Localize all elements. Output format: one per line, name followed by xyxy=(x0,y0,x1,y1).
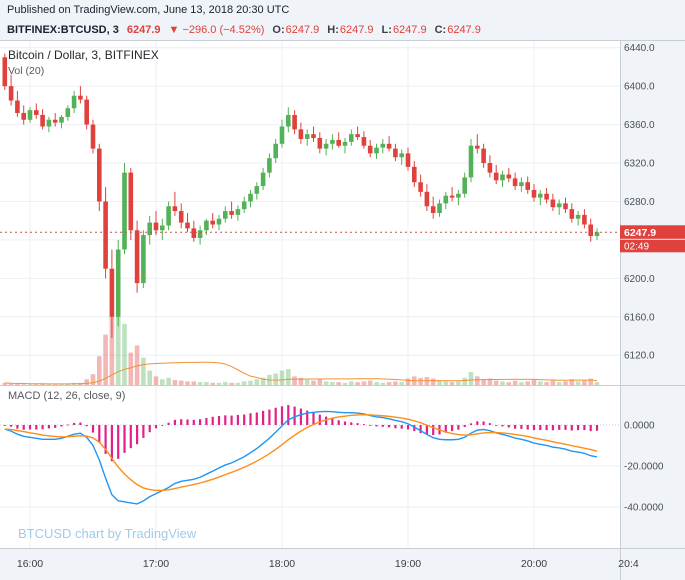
last-price-value: 6247.9 xyxy=(126,24,161,36)
published-text: Published on TradingView.com, June 13, 2… xyxy=(7,4,290,16)
ohlc-high: H:6247.9 xyxy=(327,24,374,36)
svg-text:19:00: 19:00 xyxy=(395,558,421,570)
svg-text:6440.0: 6440.0 xyxy=(624,43,655,54)
ohlc-low: L:6247.9 xyxy=(381,24,427,36)
svg-text:16:00: 16:00 xyxy=(17,558,43,570)
symbol-bar: BITFINEX:BTCUSD, 3 6247.9 ▼ −296.0 (−4.5… xyxy=(0,20,685,40)
svg-text:6160.0: 6160.0 xyxy=(624,312,655,323)
published-bar: Published on TradingView.com, June 13, 2… xyxy=(0,0,685,20)
svg-text:6400.0: 6400.0 xyxy=(624,82,655,93)
svg-text:-20.0000: -20.0000 xyxy=(624,461,664,472)
candles-layer xyxy=(2,53,600,338)
main-pane-legend: Bitcoin / Dollar, 3, BITFINEX xyxy=(8,48,159,62)
svg-text:-40.0000: -40.0000 xyxy=(624,502,664,513)
svg-text:02:49: 02:49 xyxy=(624,241,649,252)
macd-axis[interactable]: 0.0000 -20.0000 -40.0000 xyxy=(624,420,664,513)
tradingview-watermark-link[interactable]: BTCUSD chart by TradingView xyxy=(18,526,197,541)
gridlines xyxy=(0,40,620,548)
svg-text:6360.0: 6360.0 xyxy=(624,120,655,131)
volume-bars xyxy=(2,313,600,385)
svg-text:17:00: 17:00 xyxy=(143,558,169,570)
svg-text:0.0000: 0.0000 xyxy=(624,420,655,431)
svg-text:6280.0: 6280.0 xyxy=(624,197,655,208)
volume-ma-line xyxy=(4,361,598,385)
price-axis[interactable]: 6120.0 6160.0 6200.0 6280.0 6320.0 6360.0 6400… xyxy=(624,43,655,362)
svg-text:6120.0: 6120.0 xyxy=(624,351,655,362)
macd-histogram xyxy=(3,405,599,462)
svg-text:6200.0: 6200.0 xyxy=(624,274,655,285)
svg-text:6320.0: 6320.0 xyxy=(624,159,655,170)
chart-canvas[interactable]: 6120.0 6160.0 6200.0 6280.0 6320.0 6360.0 6400… xyxy=(0,40,685,580)
chart-area[interactable]: 6120.0 6160.0 6200.0 6280.0 6320.0 6360.0 6400… xyxy=(0,40,685,580)
svg-text:20:00: 20:00 xyxy=(521,558,547,570)
macd-signal-line xyxy=(4,414,598,492)
price-change: ▼ −296.0 (−4.52%) xyxy=(168,24,265,36)
svg-text:20:4: 20:4 xyxy=(618,558,639,570)
volume-legend: Vol (20) xyxy=(8,65,45,77)
svg-text:18:00: 18:00 xyxy=(269,558,295,570)
symbol-title: BITFINEX:BTCUSD, 3 xyxy=(7,24,119,36)
last-price-badge: 6247.9 02:49 xyxy=(620,225,685,253)
macd-legend: MACD (12, 26, close, 9) xyxy=(8,390,126,402)
time-axis[interactable]: 16:00 17:00 18:00 19:00 20:00 20:4 xyxy=(17,558,639,570)
ohlc-close: C:6247.9 xyxy=(434,24,481,36)
svg-text:6247.9: 6247.9 xyxy=(624,227,656,239)
ohlc-open: O:6247.9 xyxy=(272,24,320,36)
